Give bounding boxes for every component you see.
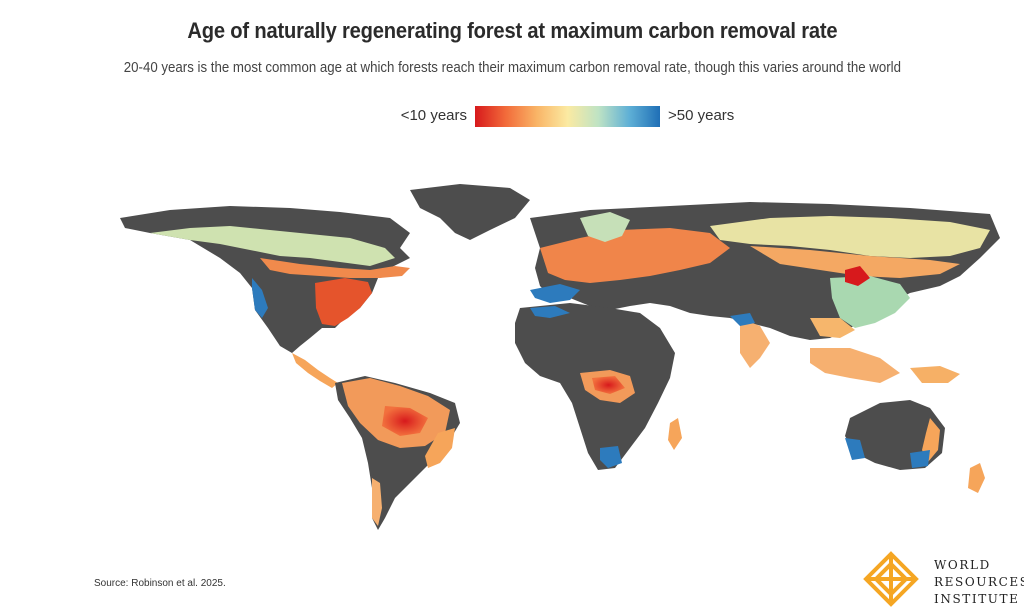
mediterranean-forest [530, 284, 580, 303]
siberia-boreal [710, 216, 990, 258]
chart-subtitle: 20-40 years is the most common age at wh… [123, 60, 902, 76]
legend-max-label: >50 years [668, 107, 735, 124]
world-map [120, 184, 1000, 530]
wri-line-2: RESOURCES [934, 575, 1024, 589]
north-china-red [845, 266, 870, 286]
scandinavia [580, 212, 630, 242]
wri-wordmark: WORLD RESOURCES INSTITUTE [934, 557, 1024, 608]
legend-min-label: <10 years [400, 107, 467, 124]
chart-title: Age of naturally regenerating forest at … [187, 18, 838, 43]
congo-hotspot [592, 376, 625, 394]
new-zealand [968, 463, 985, 493]
wri-line-1: WORLD [934, 558, 991, 572]
madagascar [668, 418, 682, 450]
south-asia-forest [740, 318, 770, 368]
north-america [120, 206, 410, 353]
north-africa-forest [530, 306, 570, 318]
wri-line-3: INSTITUTE [934, 592, 1020, 606]
western-us-coast [252, 278, 268, 318]
legend-gradient-bar [475, 106, 660, 127]
source-note: Source: Robinson et al. 2025. [94, 578, 226, 589]
australia-southwest [845, 438, 865, 460]
wri-logo-icon [863, 551, 919, 607]
color-legend: <10 years >50 years [0, 106, 1024, 128]
chile-forest [372, 478, 382, 526]
southern-africa-forest [600, 446, 622, 468]
siberia-south [750, 246, 960, 278]
south-china [810, 318, 855, 338]
eastern-us [315, 278, 372, 326]
greenland [410, 184, 530, 240]
central-america [292, 353, 338, 388]
se-asia [810, 348, 900, 383]
east-asia [830, 276, 910, 328]
europe-forest [540, 228, 730, 283]
north-america-south-canada [260, 258, 410, 278]
new-guinea [910, 366, 960, 383]
australia-southeast [910, 450, 930, 468]
north-america-boreal [150, 226, 395, 266]
atlantic-forest [425, 428, 455, 468]
himalaya-blue [730, 313, 755, 326]
amazon-hotspot [382, 406, 428, 436]
